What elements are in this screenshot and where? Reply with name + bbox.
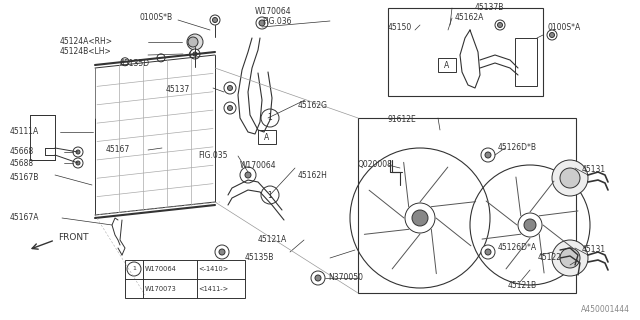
Circle shape [412,210,428,226]
Bar [438,58,456,72]
Text: 45126D*A: 45126D*A [498,244,537,252]
Text: 45668: 45668 [10,148,35,156]
Circle shape [259,20,265,26]
Circle shape [547,30,557,40]
Circle shape [227,85,232,91]
Text: 45124A<RH>: 45124A<RH> [60,37,113,46]
Text: 45137: 45137 [166,85,190,94]
Circle shape [495,20,505,30]
Circle shape [497,22,502,28]
Circle shape [73,158,83,168]
Text: 1: 1 [268,190,273,199]
Text: 45121A: 45121A [258,236,287,244]
Circle shape [552,240,588,276]
Text: 45131: 45131 [582,245,606,254]
Circle shape [224,102,236,114]
Circle shape [127,262,141,276]
Text: 1: 1 [268,114,273,123]
Text: W170064: W170064 [240,161,276,170]
Bar [258,130,276,144]
Text: 45126D*B: 45126D*B [498,143,537,153]
Circle shape [210,15,220,25]
Circle shape [240,167,256,183]
Bar [515,38,537,86]
Circle shape [76,161,80,165]
Circle shape [481,245,495,259]
Text: 45162A: 45162A [455,13,484,22]
Circle shape [187,34,203,50]
Text: 45135B: 45135B [245,253,275,262]
Text: 45167: 45167 [106,146,131,155]
Circle shape [552,160,588,196]
Text: FRONT: FRONT [58,234,88,243]
Text: N370050: N370050 [328,274,363,283]
Text: 45162G: 45162G [298,100,328,109]
Circle shape [121,58,129,66]
Circle shape [550,33,554,37]
Circle shape [227,106,232,110]
Text: 45131: 45131 [582,165,606,174]
Bar [358,118,576,293]
Text: 1: 1 [132,267,136,271]
Circle shape [485,249,491,255]
Text: 45121B: 45121B [508,281,537,290]
Circle shape [76,150,80,154]
Circle shape [219,249,225,255]
Text: 45124B<LH>: 45124B<LH> [60,47,112,57]
Circle shape [245,172,251,178]
Circle shape [157,54,165,62]
Circle shape [560,168,580,188]
Circle shape [190,49,200,59]
Text: 45137B: 45137B [475,4,504,12]
Circle shape [524,219,536,231]
Text: FIG.036: FIG.036 [262,18,291,27]
Circle shape [188,37,198,47]
Text: A450001444: A450001444 [581,306,630,315]
Text: A: A [444,60,450,69]
Bar [388,8,543,96]
Circle shape [405,203,435,233]
Circle shape [485,152,491,158]
Text: 0100S*A: 0100S*A [548,23,581,33]
Text: 45150: 45150 [388,23,412,33]
Text: FIG.035: FIG.035 [198,150,227,159]
Text: 45122: 45122 [538,253,562,262]
Text: W170073: W170073 [145,286,177,292]
Circle shape [256,17,268,29]
Text: <-1410>: <-1410> [198,266,228,272]
Circle shape [315,275,321,281]
Text: A: A [264,132,269,141]
Text: Q020008: Q020008 [358,161,393,170]
Circle shape [311,271,325,285]
Bar [30,115,55,160]
Text: 45688: 45688 [10,158,34,167]
Circle shape [518,213,542,237]
Text: <1411->: <1411-> [198,286,228,292]
Circle shape [560,248,580,268]
Text: 91612E: 91612E [388,116,417,124]
Text: W170064: W170064 [255,7,292,17]
Text: 45167B: 45167B [10,173,40,182]
Circle shape [261,186,279,204]
Circle shape [212,18,218,22]
Circle shape [193,52,197,56]
Circle shape [73,147,83,157]
Text: 0100S*B: 0100S*B [140,13,173,22]
Circle shape [261,109,279,127]
Text: 45167A: 45167A [10,213,40,222]
Text: W170064: W170064 [145,266,177,272]
Circle shape [215,245,229,259]
Circle shape [189,50,197,58]
Text: 45162H: 45162H [298,171,328,180]
Text: 45111A: 45111A [10,127,39,137]
Circle shape [224,82,236,94]
Bar [125,260,245,298]
Circle shape [481,148,495,162]
Text: 45135D: 45135D [120,59,150,68]
